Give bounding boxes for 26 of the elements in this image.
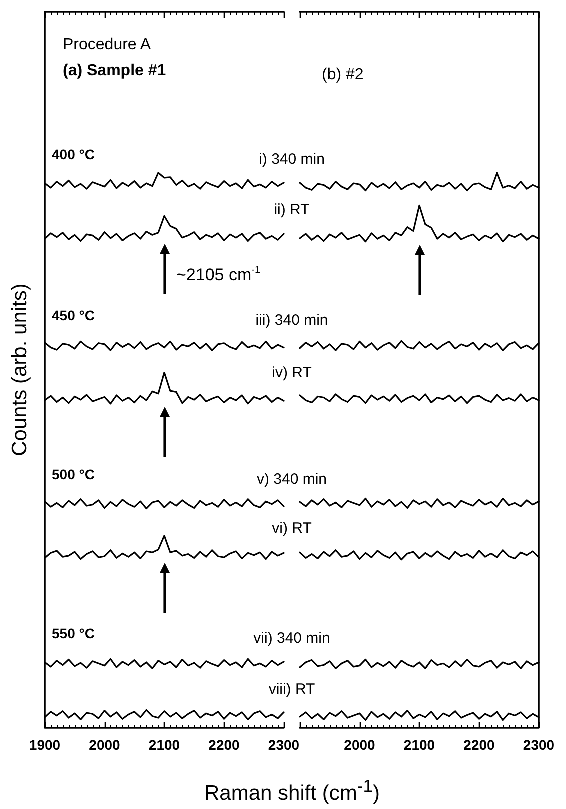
- x-tick-label: 2000: [344, 737, 376, 753]
- series-label: iv) RT: [272, 364, 312, 382]
- chart-subtitle: (a) Sample #1: [63, 62, 166, 80]
- series-label: vii) 340 min: [254, 630, 330, 648]
- series-label: ii) RT: [274, 202, 310, 219]
- x-tick-label: 1900: [29, 737, 61, 753]
- y-axis-title: Counts (arb. units): [8, 284, 32, 456]
- x-tick-label: 2300: [268, 737, 300, 753]
- annotation: 450 °C: [52, 308, 95, 324]
- annotation: 550 °C: [52, 626, 95, 642]
- series-label: viii) RT: [268, 681, 316, 698]
- chart-title: Procedure A: [63, 36, 152, 54]
- series-label: iii) 340 min: [256, 312, 328, 330]
- x-tick-label: 2100: [148, 737, 180, 753]
- chart-title: (b) #2: [322, 66, 364, 84]
- x-tick-label: 2200: [464, 737, 496, 753]
- x-tick-label: 2000: [89, 737, 121, 753]
- x-tick-label: 2300: [523, 737, 555, 753]
- text: 400 °C: [52, 146, 95, 163]
- x-axis-title: Raman shift (cm$^{-1}$): [204, 776, 380, 806]
- annotation: 500 °C: [52, 466, 95, 482]
- x-tick-label: 2100: [404, 737, 436, 753]
- series-label: vi) RT: [272, 520, 312, 538]
- series-label: i) 340 min: [259, 151, 325, 168]
- series-label: v) 340 min: [256, 470, 328, 488]
- x-tick-label: 2200: [208, 737, 240, 753]
